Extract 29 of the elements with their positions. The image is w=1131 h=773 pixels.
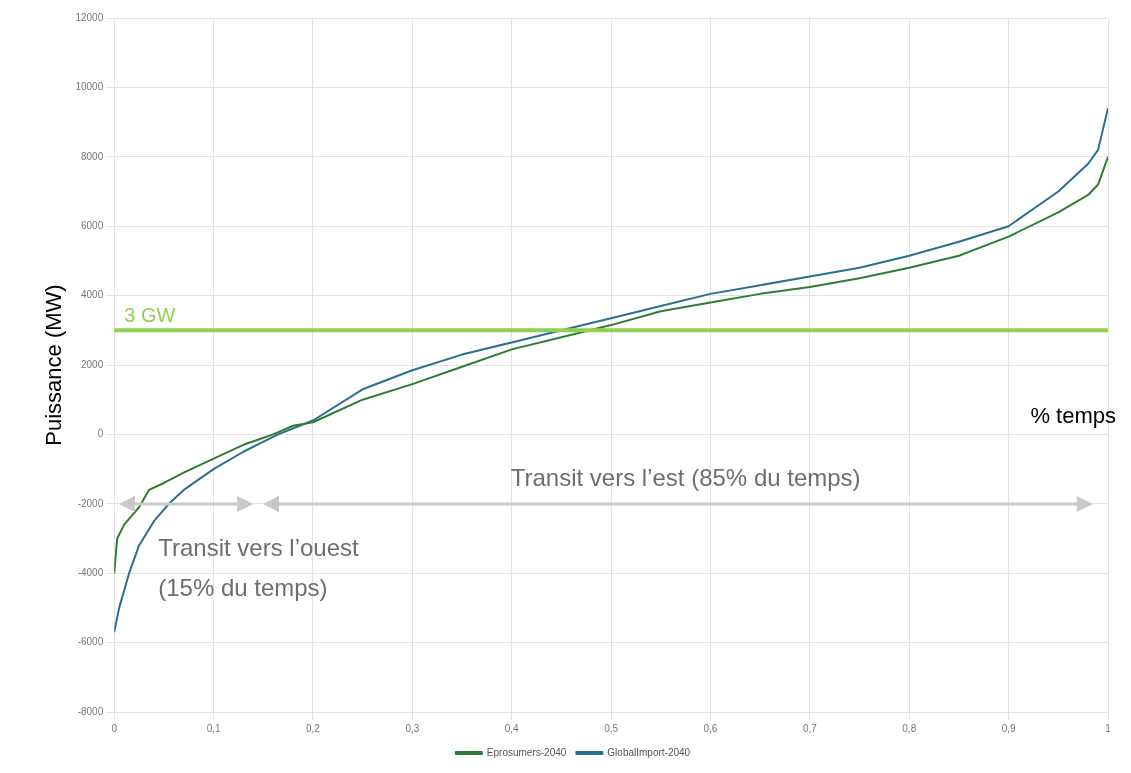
annotation: Transit vers l’est (85% du temps) bbox=[510, 464, 861, 492]
y-tick-label: -2000 bbox=[77, 497, 104, 509]
y-tick-label: 10000 bbox=[75, 81, 104, 93]
x-tick-label: 0,7 bbox=[802, 722, 818, 734]
y-axis-title: Puissance (MW) bbox=[41, 284, 67, 446]
legend-label: Eprosumers-2040 bbox=[486, 746, 567, 758]
x-tick-label: 0,9 bbox=[1001, 722, 1017, 734]
x-tick-label: 0,2 bbox=[306, 722, 321, 734]
y-tick-label: -8000 bbox=[77, 705, 104, 717]
y-tick-label: 8000 bbox=[80, 150, 104, 162]
x-tick-label: 0 bbox=[111, 722, 118, 734]
x-tick-label: 0,4 bbox=[504, 722, 520, 734]
ref-line-label: 3 GW bbox=[124, 303, 176, 326]
x-tick-label: 0,3 bbox=[405, 722, 420, 734]
x-tick-label: 0,1 bbox=[206, 722, 221, 734]
x-tick-label: 0,8 bbox=[902, 722, 917, 734]
y-tick-label: 6000 bbox=[80, 219, 104, 231]
x-axis-title: % temps bbox=[1030, 403, 1116, 429]
y-tick-label: -6000 bbox=[77, 636, 104, 648]
annotation: Transit vers l’ouest (15% du temps) bbox=[158, 533, 360, 601]
y-tick-label: -4000 bbox=[77, 566, 104, 578]
y-tick-label: 2000 bbox=[80, 358, 104, 370]
y-tick-label: 4000 bbox=[80, 289, 104, 301]
x-tick-label: 0,6 bbox=[703, 722, 718, 734]
legend-label: GlobalImport-2040 bbox=[607, 746, 691, 758]
y-tick-label: 12000 bbox=[75, 11, 104, 23]
x-tick-label: 1 bbox=[1105, 722, 1112, 734]
y-tick-label: 0 bbox=[97, 428, 104, 440]
x-tick-label: 0,5 bbox=[604, 722, 619, 734]
